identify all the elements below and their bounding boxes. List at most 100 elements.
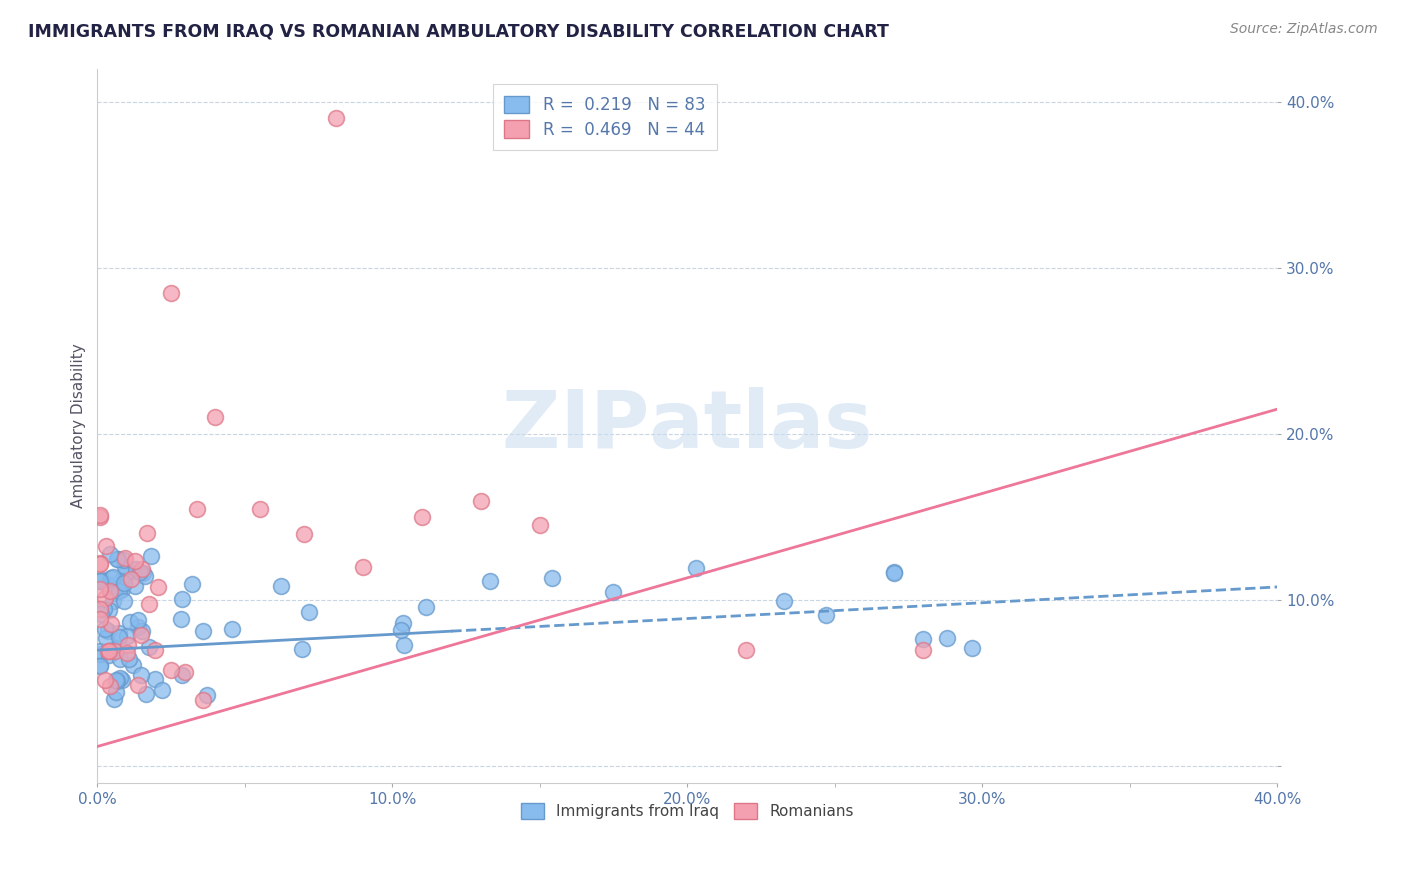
Point: [131, 628, 153, 642]
Point: [138, 640, 160, 654]
Point: [101, 570, 124, 584]
Point: [160, 285, 183, 300]
Point: [107, 584, 129, 599]
Point: [138, 597, 160, 611]
Point: [392, 638, 415, 652]
Point: [131, 562, 153, 576]
Point: [112, 552, 135, 566]
Point: [773, 594, 796, 608]
Point: [108, 651, 131, 665]
Point: [172, 592, 194, 607]
Point: [127, 613, 149, 627]
Point: [883, 566, 905, 581]
Point: [111, 673, 134, 688]
Point: [94, 622, 117, 636]
Point: [172, 668, 194, 682]
Point: [105, 684, 128, 698]
Point: [89, 659, 111, 673]
Point: [602, 585, 624, 599]
Point: [139, 549, 162, 563]
Point: [115, 646, 138, 660]
Point: [160, 663, 183, 677]
Point: [89, 574, 111, 588]
Point: [96, 576, 118, 591]
Point: [90, 607, 112, 621]
Point: [112, 576, 135, 591]
Point: [93, 602, 115, 616]
Point: [89, 644, 111, 658]
Point: [125, 562, 148, 576]
Legend: Immigrants from Iraq, Romanians: Immigrants from Iraq, Romanians: [515, 797, 860, 825]
Point: [392, 615, 415, 630]
Point: [204, 410, 226, 425]
Point: [143, 642, 166, 657]
Point: [135, 687, 157, 701]
Point: [912, 643, 935, 657]
Point: [117, 638, 139, 652]
Point: [249, 501, 271, 516]
Point: [129, 667, 152, 681]
Text: IMMIGRANTS FROM IRAQ VS ROMANIAN AMBULATORY DISABILITY CORRELATION CHART: IMMIGRANTS FROM IRAQ VS ROMANIAN AMBULAT…: [28, 22, 889, 40]
Point: [960, 641, 983, 656]
Point: [117, 629, 139, 643]
Point: [148, 580, 170, 594]
Point: [111, 582, 134, 596]
Point: [114, 567, 136, 582]
Point: [134, 569, 156, 583]
Point: [124, 554, 146, 568]
Point: [105, 673, 128, 687]
Point: [100, 583, 122, 598]
Point: [415, 599, 437, 614]
Point: [193, 624, 215, 638]
Point: [114, 550, 136, 565]
Point: [89, 612, 111, 626]
Point: [89, 508, 111, 523]
Point: [97, 644, 120, 658]
Point: [389, 623, 412, 637]
Point: [94, 631, 117, 645]
Point: [470, 493, 492, 508]
Point: [110, 671, 132, 685]
Point: [100, 571, 122, 585]
Point: [89, 657, 111, 672]
Point: [103, 585, 125, 599]
Point: [112, 594, 135, 608]
Point: [935, 631, 957, 645]
Point: [132, 566, 155, 580]
Point: [131, 624, 153, 638]
Point: [124, 579, 146, 593]
Point: [127, 678, 149, 692]
Point: [103, 594, 125, 608]
Point: [89, 556, 111, 570]
Text: ZIP​atlas: ZIP​atlas: [502, 387, 873, 465]
Point: [94, 591, 117, 606]
Point: [100, 547, 122, 561]
Point: [89, 574, 111, 588]
Point: [685, 560, 707, 574]
Point: [91, 573, 114, 587]
Point: [118, 652, 141, 666]
Point: [181, 577, 204, 591]
Point: [107, 551, 129, 566]
Point: [104, 643, 127, 657]
Point: [118, 615, 141, 629]
Text: Source: ZipAtlas.com: Source: ZipAtlas.com: [1230, 22, 1378, 37]
Point: [89, 509, 111, 524]
Point: [110, 574, 132, 588]
Point: [352, 560, 374, 574]
Point: [186, 502, 208, 516]
Point: [135, 525, 157, 540]
Point: [290, 642, 312, 657]
Point: [89, 558, 111, 572]
Point: [529, 518, 551, 533]
Point: [735, 643, 758, 657]
Point: [411, 510, 433, 524]
Point: [103, 692, 125, 706]
Point: [105, 673, 128, 688]
Point: [270, 579, 292, 593]
Point: [103, 641, 125, 656]
Point: [170, 612, 193, 626]
Point: [89, 582, 111, 596]
Point: [127, 620, 149, 634]
Point: [122, 658, 145, 673]
